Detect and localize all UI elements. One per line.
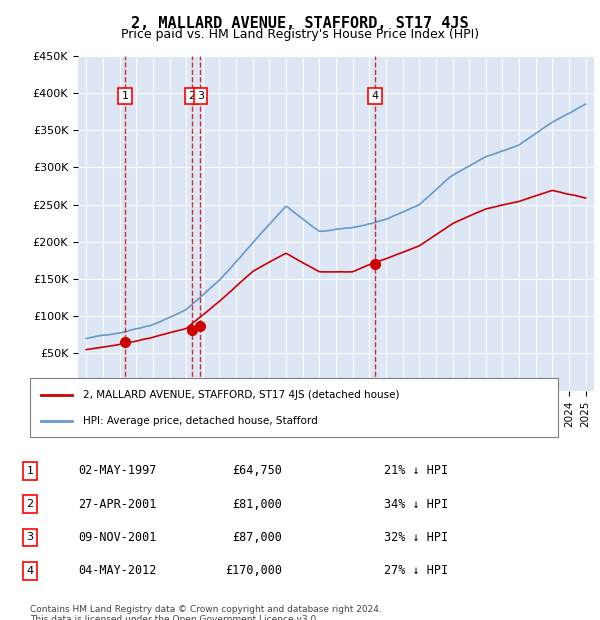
Text: 34% ↓ HPI: 34% ↓ HPI — [384, 498, 448, 510]
Text: 4: 4 — [26, 566, 34, 576]
Text: 32% ↓ HPI: 32% ↓ HPI — [384, 531, 448, 544]
Text: 2, MALLARD AVENUE, STAFFORD, ST17 4JS (detached house): 2, MALLARD AVENUE, STAFFORD, ST17 4JS (d… — [83, 390, 400, 400]
Text: £64,750: £64,750 — [232, 464, 282, 477]
Text: Contains HM Land Registry data © Crown copyright and database right 2024.
This d: Contains HM Land Registry data © Crown c… — [30, 604, 382, 620]
Text: 02-MAY-1997: 02-MAY-1997 — [78, 464, 157, 477]
Text: 3: 3 — [197, 91, 204, 101]
Text: 3: 3 — [26, 533, 34, 542]
Text: 27-APR-2001: 27-APR-2001 — [78, 498, 157, 510]
Text: 09-NOV-2001: 09-NOV-2001 — [78, 531, 157, 544]
Text: 27% ↓ HPI: 27% ↓ HPI — [384, 564, 448, 577]
Text: 04-MAY-2012: 04-MAY-2012 — [78, 564, 157, 577]
Text: 1: 1 — [122, 91, 129, 101]
Text: £170,000: £170,000 — [225, 564, 282, 577]
Text: Price paid vs. HM Land Registry's House Price Index (HPI): Price paid vs. HM Land Registry's House … — [121, 28, 479, 41]
Text: 21% ↓ HPI: 21% ↓ HPI — [384, 464, 448, 477]
Text: HPI: Average price, detached house, Stafford: HPI: Average price, detached house, Staf… — [83, 415, 317, 425]
Text: 2, MALLARD AVENUE, STAFFORD, ST17 4JS: 2, MALLARD AVENUE, STAFFORD, ST17 4JS — [131, 16, 469, 30]
Text: £81,000: £81,000 — [232, 498, 282, 510]
Text: 2: 2 — [26, 499, 34, 509]
Text: £87,000: £87,000 — [232, 531, 282, 544]
Text: 1: 1 — [26, 466, 34, 476]
Text: 4: 4 — [371, 91, 379, 101]
Text: 2: 2 — [188, 91, 195, 101]
